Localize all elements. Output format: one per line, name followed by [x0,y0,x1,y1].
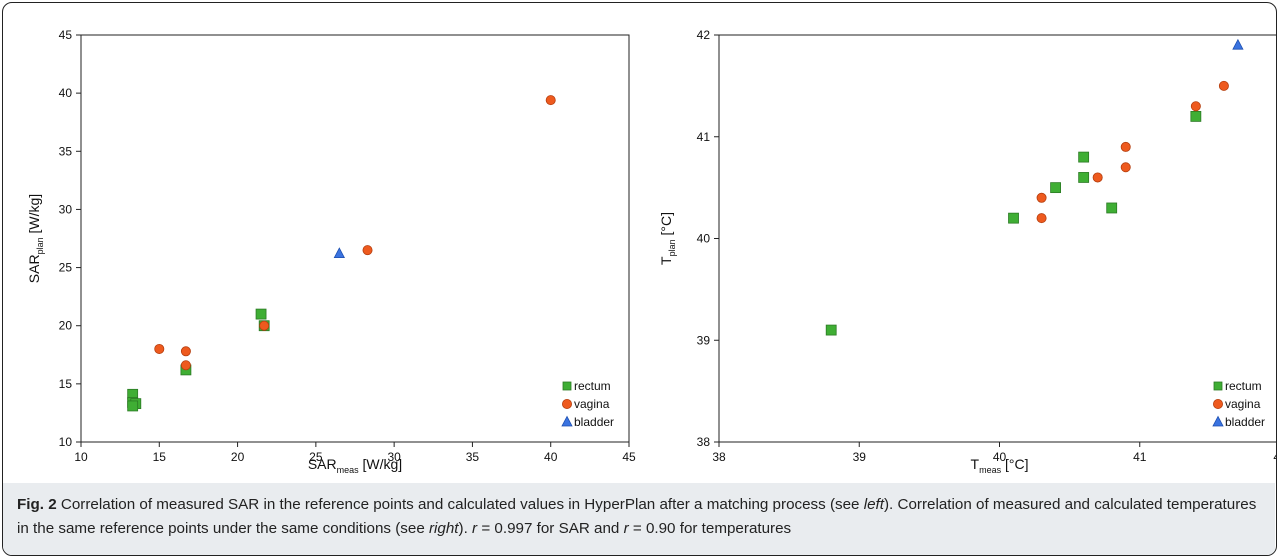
left-y-tick-label: 40 [59,86,73,100]
left-vagina-point [362,245,373,256]
caption-r1: r [472,520,478,537]
left-legend-vagina-marker [562,398,573,409]
left-y-tick-label: 30 [59,202,73,216]
left-y-axis-title: SARplan [W/kg] [26,194,45,283]
left-y-tick-label: 35 [59,144,73,158]
left-vagina-point [259,320,270,331]
right-vagina-point [1036,192,1047,203]
left-vagina-point [545,95,556,106]
right-rectum-point [825,324,837,336]
left-x-tick-label: 40 [544,450,558,464]
right-y-tick-label: 42 [697,28,711,42]
left-y-tick-label: 20 [59,319,73,333]
caption-text-4: = 0.997 for SAR and [477,520,624,537]
right-legend-vagina-label: vagina [1225,397,1261,411]
right-plot-frame [718,34,1276,443]
left-legend-rectum-marker [562,381,572,391]
right-legend-bladder-label: bladder [1225,415,1265,429]
left-y-tick-label: 15 [59,377,73,391]
right-rectum-point [1190,111,1202,122]
caption-left-word: left [863,496,884,513]
left-legend-rectum-label: rectum [574,379,611,393]
right-y-tick-label: 39 [697,333,711,347]
left-x-tick-label: 35 [466,450,480,464]
caption-text-3: ). [458,520,473,537]
right-x-tick-label: 41 [1133,450,1147,464]
charts-svg: 10 15 20 25 30 35 40 45 10 15 20 25 30 35 40 45 SARmeas … [26,28,1277,475]
right-vagina-point [1036,213,1047,224]
caption-text-1: Correlation of measured SAR in the refer… [56,496,864,513]
left-y-tick-label: 45 [59,28,73,42]
right-x-tick-label: 42 [1273,450,1277,464]
left-vagina-point [180,346,191,357]
right-bladder-point [1232,38,1244,50]
right-y-tick-label: 38 [697,435,711,449]
right-y-axis-title: Tplan [°C] [658,212,677,265]
left-vagina-point [154,343,165,354]
left-y-tick-label: 10 [59,435,73,449]
left-rectum-point [255,308,267,320]
left-vagina-point [180,360,191,371]
left-chart: 10 15 20 25 30 35 40 45 10 15 20 25 30 35 40 45 SARmeas … [26,28,636,475]
right-y-tick-label: 40 [697,232,711,246]
caption-text-5: = 0.90 for temperatures [628,520,792,537]
left-plot-frame [80,34,630,443]
figure-caption: Fig. 2 Correlation of measured SAR in th… [3,483,1275,555]
left-rectum-point [127,400,139,412]
right-x-axis-title: Tmeas [°C] [971,456,1029,475]
left-x-tick-label: 30 [387,450,401,464]
left-x-tick-label: 20 [231,450,245,464]
right-legend-vagina-marker [1213,398,1224,409]
right-vagina-point [1218,80,1229,91]
right-rectum-point [1008,212,1019,224]
caption-fig-label: Fig. 2 [17,496,57,513]
right-legend-rectum-marker [1213,381,1223,391]
right-rectum-point [1078,151,1090,163]
right-vagina-point [1120,162,1131,173]
right-vagina-point [1092,172,1103,183]
right-legend-bladder-marker [1212,415,1224,427]
caption-r2: r [623,520,629,537]
left-y-tick-label: 25 [59,261,73,275]
right-rectum-point [1106,202,1118,214]
right-x-tick-label: 38 [712,450,726,464]
left-x-tick-label: 45 [622,450,636,464]
left-legend-vagina-label: vagina [574,397,610,411]
right-y-tick-label: 41 [697,130,711,144]
right-x-tick-label: 40 [993,450,1007,464]
left-x-axis-title: SARmeas [W/kg] [308,456,402,475]
left-legend-bladder-marker [561,415,573,427]
right-x-tick-label: 39 [853,450,867,464]
right-vagina-point [1120,141,1131,152]
left-bladder-point [333,247,346,259]
left-legend-bladder-label: bladder [574,415,614,429]
left-x-tick-label: 25 [309,450,323,464]
left-x-tick-label: 10 [74,450,88,464]
right-vagina-point [1190,101,1201,112]
left-x-tick-label: 15 [153,450,167,464]
caption-text-2: ). Correlation of measured and calculate… [17,496,1257,537]
right-chart: 38 39 40 41 42 38 39 40 41 42 Tmeas [°C] Tplan [°C]… [658,28,1277,475]
right-legend-rectum-label: rectum [1225,379,1262,393]
right-rectum-point [1050,182,1061,194]
caption-right-word: right [428,520,459,537]
right-rectum-point [1078,172,1090,183]
